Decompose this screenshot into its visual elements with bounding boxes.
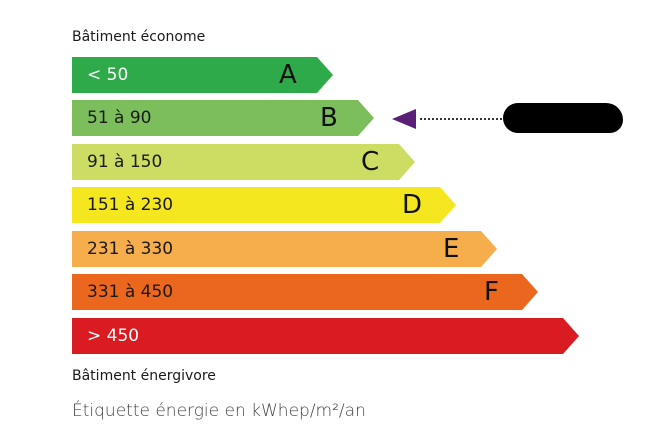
bottom-caption: Bâtiment énergivore — [72, 368, 216, 384]
class-letter: D — [402, 190, 423, 220]
energy-class-bar-c: 91 à 150 C — [72, 144, 415, 180]
indicator-dotted-line — [420, 118, 502, 120]
redacted-value — [503, 103, 623, 133]
energy-class-bar-a: < 50 A — [72, 57, 333, 93]
class-letter: F — [484, 277, 499, 307]
class-range: < 50 — [87, 65, 129, 85]
energy-class-bar-g: > 450 — [72, 318, 579, 354]
class-range: 51 à 90 — [87, 108, 152, 128]
class-range: 331 à 450 — [87, 282, 174, 302]
class-range: 91 à 150 — [87, 152, 163, 172]
class-letter: C — [361, 147, 380, 177]
energy-class-bar-f: 331 à 450 F — [72, 274, 538, 310]
class-range: > 450 — [87, 326, 140, 346]
energy-class-bar-e: 231 à 330 E — [72, 231, 497, 267]
class-range: 151 à 230 — [87, 195, 174, 215]
energy-class-bar-d: 151 à 230 D — [72, 187, 456, 223]
class-range: 231 à 330 — [87, 239, 174, 259]
class-letter: A — [279, 60, 297, 90]
top-caption: Bâtiment économe — [72, 29, 206, 45]
class-letter: E — [443, 234, 460, 264]
class-indicator-arrow-icon — [392, 109, 416, 129]
unit-label: Étiquette énergie en kWhep/m²/an — [72, 401, 366, 421]
energy-class-bar-b: 51 à 90 B — [72, 100, 374, 136]
class-letter: B — [320, 103, 338, 133]
